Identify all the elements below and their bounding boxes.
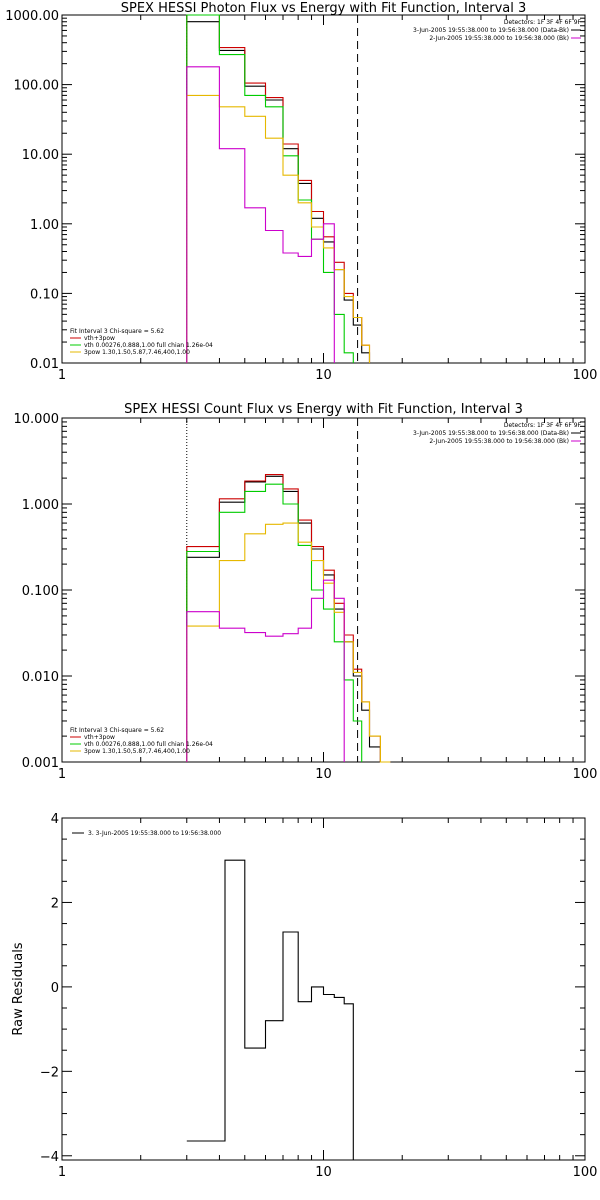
count-flux-legend-3pow-label: 3pow 1.30,1.50,5.87,7.46,400,1.00 xyxy=(84,748,190,755)
count-flux-ticks: 1 10 100 0.001 0.010 0.100 1.000 10.000 xyxy=(14,412,598,782)
y-tick-label: 1.000 xyxy=(22,498,59,513)
y-tick-label: −4 xyxy=(40,1150,59,1165)
count-flux-series xyxy=(186,474,391,763)
count-flux-title: SPEX HESSI Count Flux vs Energy with Fit… xyxy=(124,402,523,417)
photon-flux-ticks: 1 10 100 0.01 0.10 1.00 10.00 100.00 1000.00 xyxy=(5,9,597,383)
x-tick-label: 10 xyxy=(315,368,332,383)
photon-flux-detectors-label: Detectors: 1F 3F 4F 6F 9F xyxy=(504,19,582,26)
residuals-legend: 3. 3-Jun-2005 19:55:38.000 to 19:56:38.0… xyxy=(72,830,221,837)
photon-flux-series xyxy=(186,14,371,363)
photon-flux-plot-frame xyxy=(61,14,586,364)
x-tick-label: 100 xyxy=(573,767,598,782)
y-tick-label: 100.00 xyxy=(14,79,60,94)
photon-flux-legend-vth-label: vth 0.00276,0.888,1.00 full chian 1.26e-… xyxy=(84,342,213,349)
count-flux-legend-bk-label: 2-Jun-2005 19:55:38.000 to 19:56:38.000 … xyxy=(429,438,569,445)
count-flux-legend-bottom: Fit Interval 3 Chi-square = 5.62 vth+3po… xyxy=(70,727,213,755)
count-flux-legend-top: Detectors: 1F 3F 4F 6F 9F 3-Jun-2005 19:… xyxy=(413,422,582,445)
series-3pow xyxy=(186,522,391,763)
series-residuals xyxy=(186,859,354,1160)
y-tick-label: −2 xyxy=(40,1065,59,1080)
series-3pow xyxy=(186,94,371,363)
x-tick-label: 1 xyxy=(58,767,66,782)
series-bk xyxy=(186,66,335,363)
y-tick-label: 0.001 xyxy=(22,756,59,771)
y-tick-label: 1.00 xyxy=(30,218,59,233)
y-tick-label: 10.00 xyxy=(22,148,59,163)
y-tick-label: 0.01 xyxy=(30,357,59,372)
photon-flux-legend-data-label: 3-Jun-2005 19:55:38.000 to 19:56:38.000 … xyxy=(413,27,569,34)
x-tick-label: 10 xyxy=(315,767,332,782)
y-tick-label: 0.10 xyxy=(30,287,59,302)
series-vth xyxy=(186,483,363,762)
y-tick-label: 1000.00 xyxy=(5,9,59,24)
x-tick-label: 1 xyxy=(58,1165,66,1180)
x-tick-label: 10 xyxy=(315,1165,332,1180)
residuals-ylabel: Raw Residuals xyxy=(11,942,26,1035)
count-flux-detectors-label: Detectors: 1F 3F 4F 6F 9F xyxy=(504,422,582,429)
photon-flux-legend-bottom: Fit Interval 3 Chi-square = 5.62 vth+3po… xyxy=(70,328,213,356)
residuals-panel: Raw Residuals 1 10 100 −4 −2 0 2 4 3. 3-Jun-200… xyxy=(11,812,597,1180)
count-flux-legend-total-label: vth+3pow xyxy=(84,734,115,741)
y-tick-label: 4 xyxy=(51,812,59,827)
residuals-legend-label: 3. 3-Jun-2005 19:55:38.000 to 19:56:38.0… xyxy=(88,830,221,837)
count-flux-vlines xyxy=(186,418,359,762)
series-data-bk xyxy=(186,21,371,363)
series-bk xyxy=(186,579,345,762)
photon-flux-panel: SPEX HESSI Photon Flux vs Energy with Fi… xyxy=(5,1,597,383)
residuals-ticks: 1 10 100 −4 −2 0 2 4 xyxy=(40,812,598,1180)
x-tick-label: 100 xyxy=(573,368,598,383)
photon-flux-legend-bk-label: 2-Jun-2005 19:55:38.000 to 19:56:38.000 … xyxy=(429,35,569,42)
count-flux-fit-header: Fit Interval 3 Chi-square = 5.62 xyxy=(70,727,164,734)
photon-flux-legend-total-label: vth+3pow xyxy=(84,335,115,342)
y-tick-label: 0 xyxy=(51,981,59,996)
count-flux-legend-vth-label: vth 0.00276,0.888,1.00 full chian 1.26e-… xyxy=(84,741,213,748)
series-data-bk xyxy=(186,475,381,762)
count-flux-legend-data-label: 3-Jun-2005 19:55:38.000 to 19:56:38.000 … xyxy=(413,430,569,437)
y-tick-label: 10.000 xyxy=(14,412,60,427)
count-flux-panel: SPEX HESSI Count Flux vs Energy with Fit… xyxy=(14,402,598,782)
series-vth-3pow xyxy=(186,474,391,763)
photon-flux-legend-top: Detectors: 1F 3F 4F 6F 9F 3-Jun-2005 19:… xyxy=(413,19,582,42)
photon-flux-title: SPEX HESSI Photon Flux vs Energy with Fi… xyxy=(121,1,527,16)
photon-flux-legend-3pow-label: 3pow 1.30,1.50,5.87,7.46,400,1.00 xyxy=(84,349,190,356)
photon-flux-fit-header: Fit Interval 3 Chi-square = 5.62 xyxy=(70,328,164,335)
x-tick-label: 1 xyxy=(58,368,66,383)
y-tick-label: 0.100 xyxy=(22,584,59,599)
y-tick-label: 2 xyxy=(51,896,59,911)
residuals-series xyxy=(186,859,354,1160)
x-tick-label: 100 xyxy=(573,1165,598,1180)
y-tick-label: 0.010 xyxy=(22,670,59,685)
